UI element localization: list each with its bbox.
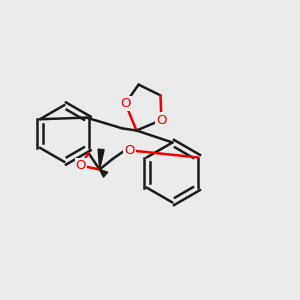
Polygon shape (98, 149, 104, 169)
Text: O: O (124, 144, 135, 158)
Text: O: O (156, 113, 167, 127)
Text: O: O (76, 159, 86, 172)
Text: O: O (120, 97, 130, 110)
